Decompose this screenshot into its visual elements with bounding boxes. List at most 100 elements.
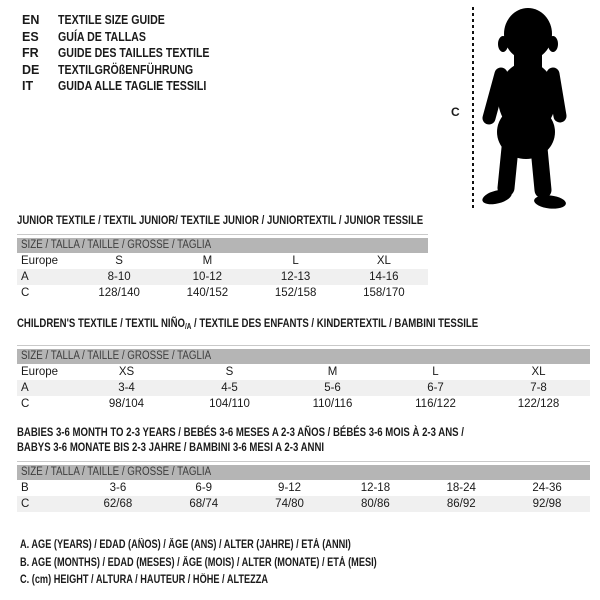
size-cell: 12-13	[280, 271, 311, 283]
size-cell: 80/86	[361, 498, 390, 510]
footnote-text: A. AGE (YEARS) / EDAD (AÑOS) / ÂGE (ANS)…	[20, 539, 351, 551]
size-cell: 14-16	[369, 271, 399, 283]
table-title-line: BABYS 3-6 MONATE BIS 2-3 JAHRE / BAMBINI…	[17, 440, 590, 455]
size-cell: XL	[376, 255, 391, 267]
table-title-text: JUNIOR TEXTILE / TEXTIL JUNIOR/ TEXTILE …	[17, 213, 423, 228]
size-cell: 4-5	[221, 382, 238, 394]
table-row: Europe XS S M L XL	[17, 364, 590, 380]
size-cell: 68/74	[189, 498, 219, 510]
table-title: CHILDREN'S TEXTILE / TEXTIL NIÑO/A / TEX…	[17, 316, 590, 334]
language-title: GUIDE DES TAILLES TEXTILE	[58, 46, 210, 60]
size-cell: 74/80	[275, 498, 304, 510]
table-row: Europe S M L XL	[17, 253, 428, 269]
table-title-line: CHILDREN'S TEXTILE / TEXTIL NIÑO/A / TEX…	[17, 316, 590, 334]
title-segment: / TEXTILE DES ENFANTS / KINDERTEXTIL / B…	[191, 316, 479, 330]
table-rows: Europe S M L XL A 8-10 10-12 12-13 14-16 C 128/140 1…	[17, 253, 428, 301]
row-label: Europe	[21, 255, 59, 267]
footnote-line: C. (cm) HEIGHT / ALTURA / HAUTEUR / HÖHE…	[20, 572, 466, 590]
table-title: BABIES 3-6 MONTH TO 2-3 YEARS / BEBÉS 3-…	[17, 425, 590, 455]
language-code: ES	[22, 29, 39, 44]
size-cell: 104/110	[209, 398, 250, 410]
size-cell: 18-24	[446, 482, 476, 494]
language-row: ES GUÍA DE TALLAS	[22, 29, 236, 46]
size-cell: M	[327, 366, 338, 378]
height-measure-label: C	[451, 105, 460, 119]
size-header-label: SIZE / TALLA / TAILLE / GRÖSSE / TAGLIA	[21, 466, 212, 478]
table-row: B 3-6 6-9 9-12 12-18 18-24 24-36	[17, 480, 590, 496]
language-title: TEXTILE SIZE GUIDE	[58, 13, 165, 27]
baby-head	[504, 8, 552, 60]
footnote-line: A. AGE (YEARS) / EDAD (AÑOS) / ÂGE (ANS)…	[20, 537, 466, 555]
language-code: FR	[22, 46, 39, 60]
junior-size-table: JUNIOR TEXTILE / TEXTIL JUNIOR/ TEXTILE …	[17, 213, 428, 301]
size-cell: 122/128	[517, 398, 560, 410]
title-subscript: /A	[184, 322, 192, 331]
row-label: Europe	[21, 366, 59, 378]
size-cell: 140/152	[186, 287, 229, 299]
size-header-bar: SIZE / TALLA / TAILLE / GRÖSSE / TAGLIA	[17, 465, 590, 480]
size-cell: 5-6	[324, 382, 341, 394]
size-cell: L	[292, 255, 299, 267]
row-label: B	[21, 482, 29, 494]
size-cell: 98/104	[108, 398, 145, 410]
size-cell: 86/92	[446, 498, 476, 510]
baby-leg-right	[530, 139, 552, 199]
height-measure-line	[472, 7, 474, 211]
table-title: JUNIOR TEXTILE / TEXTIL JUNIOR/ TEXTILE …	[17, 213, 428, 228]
table-title-text: CHILDREN'S TEXTILE / TEXTIL NIÑO/A / TEX…	[17, 316, 478, 334]
table-rows: B 3-6 6-9 9-12 12-18 18-24 24-36 C 62/68 68/74 74/…	[17, 480, 590, 512]
size-cell: 62/68	[103, 498, 133, 510]
size-cell: 8-10	[107, 271, 131, 283]
size-cell: 116/122	[415, 398, 456, 410]
footnote-line: B. AGE (MONTHS) / EDAD (MESES) / ÂGE (MO…	[20, 555, 466, 573]
table-row: C 62/68 68/74 74/80 80/86 86/92 92/98	[17, 496, 590, 512]
size-cell: 3-4	[118, 382, 135, 394]
baby-foot-right	[534, 195, 566, 209]
title-segment: BABIES 3-6 MONTH TO 2-3 YEARS / BEBÉS 3-…	[17, 425, 464, 439]
size-cell: 110/116	[312, 398, 353, 410]
table-row: A 8-10 10-12 12-13 14-16	[17, 269, 428, 285]
size-cell: 9-12	[278, 482, 302, 494]
row-label: A	[21, 271, 29, 283]
table-top-rule	[17, 234, 428, 235]
baby-leg-left	[497, 139, 519, 197]
baby-ear-left	[498, 36, 508, 52]
size-cell: 10-12	[192, 271, 223, 283]
babies-size-table: BABIES 3-6 MONTH TO 2-3 YEARS / BEBÉS 3-…	[17, 425, 590, 512]
table-row: C 98/104 104/110 110/116 116/122 122/128	[17, 396, 590, 412]
language-title: GUIDA ALLE TAGLIE TESSILI	[58, 79, 207, 93]
size-cell: 24-36	[532, 482, 562, 494]
size-header-bar: SIZE / TALLA / TAILLE / GRÖSSE / TAGLIA	[17, 238, 428, 253]
size-cell: L	[432, 366, 439, 378]
size-cell: 6-7	[427, 382, 444, 394]
language-code: IT	[22, 79, 34, 93]
table-row: C 128/140 140/152 152/158 158/170	[17, 285, 428, 301]
row-label: C	[21, 398, 30, 410]
table-top-rule	[17, 345, 590, 346]
baby-foot-left	[482, 189, 512, 205]
size-header-label: SIZE / TALLA / TAILLE / GRÖSSE / TAGLIA	[21, 239, 212, 251]
title-segment: CHILDREN'S TEXTILE / TEXTIL NIÑO	[17, 316, 185, 330]
language-row: FR GUIDE DES TAILLES TEXTILE	[22, 45, 236, 62]
language-title: TEXTILGRÖßENFÜHRUNG	[58, 62, 194, 77]
size-cell: S	[225, 366, 234, 378]
title-segment: JUNIOR TEXTILE / TEXTIL JUNIOR/ TEXTILE …	[17, 213, 424, 227]
title-segment: BABYS 3-6 MONATE BIS 2-3 JAHRE / BAMBINI…	[17, 440, 325, 454]
footnotes: A. AGE (YEARS) / EDAD (AÑOS) / ÂGE (ANS)…	[20, 537, 466, 590]
row-label: A	[21, 382, 29, 394]
size-cell: 3-6	[109, 482, 127, 494]
table-title-line: BABIES 3-6 MONTH TO 2-3 YEARS / BEBÉS 3-…	[17, 425, 590, 440]
baby-arm-left	[482, 67, 508, 125]
table-row: A 3-4 4-5 5-6 6-7 7-8	[17, 380, 590, 396]
language-code: DE	[22, 62, 40, 77]
size-cell: 7-8	[530, 382, 547, 394]
size-cell: M	[202, 255, 213, 267]
size-cell: 128/140	[98, 287, 140, 299]
children-size-table: CHILDREN'S TEXTILE / TEXTIL NIÑO/A / TEX…	[17, 316, 590, 412]
baby-arm-right	[546, 67, 567, 123]
language-row: DE TEXTILGRÖßENFÜHRUNG	[22, 62, 236, 79]
size-header-label: SIZE / TALLA / TAILLE / GRÖSSE / TAGLIA	[21, 350, 212, 362]
size-cell: 12-18	[360, 482, 391, 494]
table-top-rule	[17, 461, 590, 462]
